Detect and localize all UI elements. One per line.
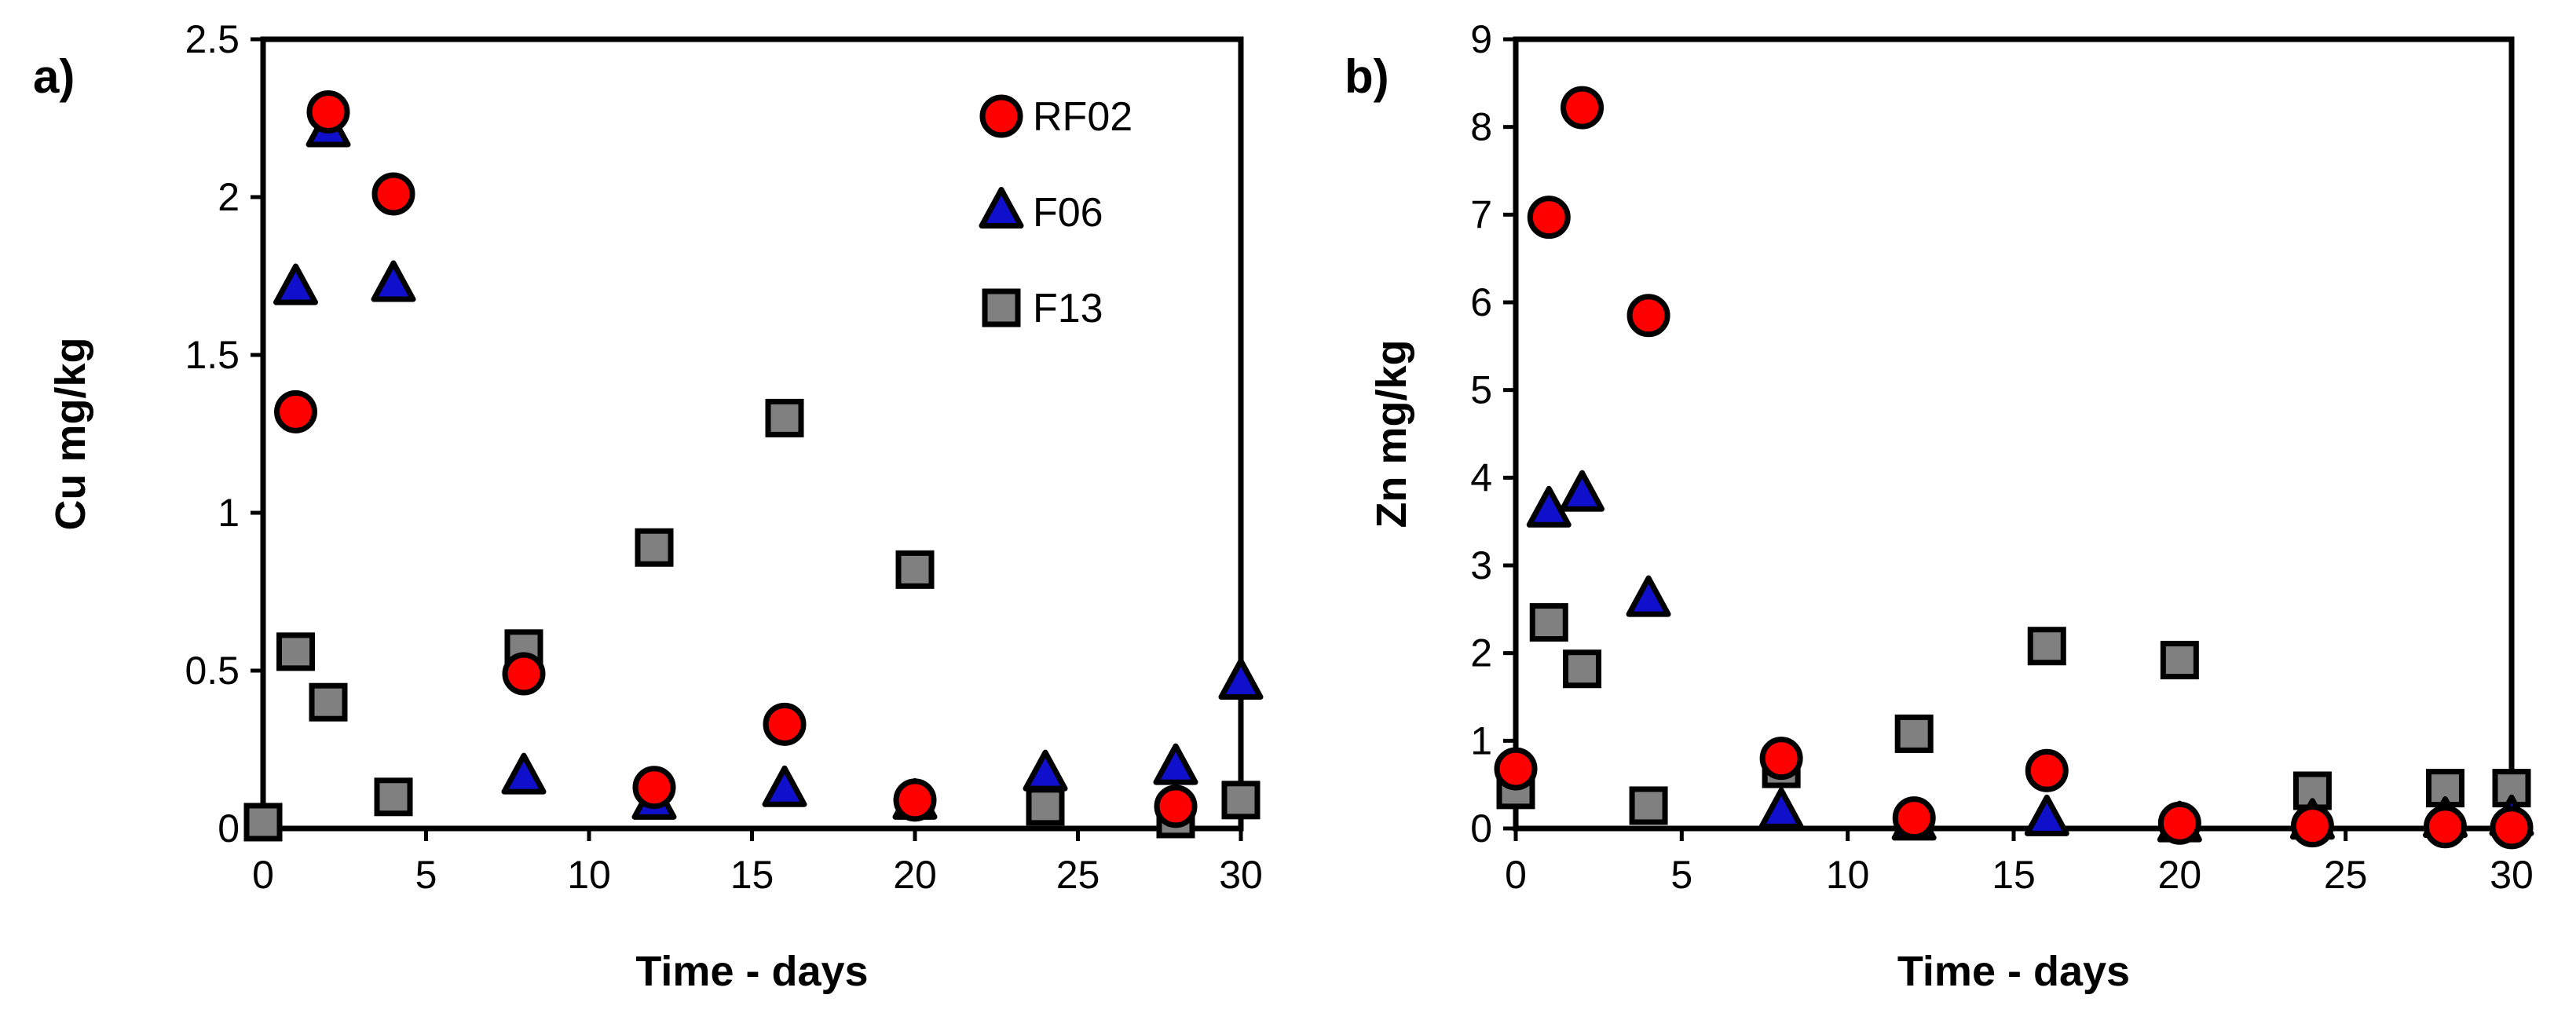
x-tick-label: 20 <box>893 853 937 897</box>
y-tick-label: 6 <box>1470 280 1492 324</box>
data-point-f13 <box>243 803 283 842</box>
panel-a-label: a) <box>33 50 75 103</box>
y-tick-label: 1.5 <box>185 333 240 377</box>
panel-b-label: b) <box>1345 50 1389 103</box>
data-point-rf02 <box>274 389 317 433</box>
x-tick-label: 5 <box>1670 853 1692 897</box>
x-tick-label: 30 <box>1219 853 1263 897</box>
data-point-f06 <box>1023 749 1068 792</box>
legend-marker-f13 <box>982 288 1021 327</box>
data-point-f13 <box>374 777 413 817</box>
legend-label-rf02: RF02 <box>1033 94 1132 140</box>
data-point-rf02 <box>1154 784 1198 828</box>
series-rf02 <box>274 90 1198 828</box>
data-point-rf02 <box>893 778 937 822</box>
legend-marker-rf02 <box>979 94 1023 138</box>
data-point-f13 <box>276 632 315 671</box>
data-point-rf02 <box>1561 86 1605 130</box>
legend-label-f13: F13 <box>1033 286 1103 331</box>
y-tick-label: 4 <box>1470 455 1492 499</box>
data-point-f13 <box>309 682 348 722</box>
data-point-f13 <box>2027 627 2066 666</box>
y-tick-label: 9 <box>1470 17 1492 61</box>
x-tick-label: 15 <box>1992 853 2036 897</box>
legend-marker-f06 <box>979 186 1024 229</box>
data-point-f06 <box>1218 658 1264 700</box>
data-point-rf02 <box>2290 804 2334 848</box>
x-axis-title: Time - days <box>1897 948 2130 995</box>
x-tick-label: 10 <box>1826 853 1870 897</box>
data-point-f13 <box>1529 603 1568 642</box>
panel-b-chart: 0 5 10 15 20 25 30 0 1 2 3 4 5 6 7 8 9 Time - days Zn mg/k… <box>1345 17 2534 995</box>
plot-frame <box>1513 36 2515 832</box>
x-tick-label: 25 <box>1056 853 1100 897</box>
y-tick-label: 2.5 <box>185 17 240 61</box>
y-tick-label: 1 <box>218 491 240 535</box>
data-point-f13 <box>1894 714 1934 753</box>
data-point-rf02 <box>2025 748 2069 792</box>
data-point-f13 <box>2160 641 2199 680</box>
y-tick-label: 1 <box>1470 719 1492 763</box>
y-tick-label: 0.5 <box>185 649 240 693</box>
x-tick-label: 15 <box>730 853 774 897</box>
series-f13 <box>1496 603 2531 825</box>
data-point-rf02 <box>502 652 546 696</box>
y-tick-label: 0 <box>1470 806 1492 850</box>
y-tick-label: 7 <box>1470 192 1492 236</box>
x-tick-label: 30 <box>2490 853 2534 897</box>
data-point-f06 <box>1153 743 1198 785</box>
legend: RF02 F06 F13 <box>979 94 1132 331</box>
legend-label-f06: F06 <box>1033 190 1103 236</box>
data-point-rf02 <box>632 766 676 810</box>
y-tick-label: 0 <box>218 806 240 850</box>
data-point-f06 <box>2024 794 2069 836</box>
y-axis-title: Zn mg/kg <box>1368 340 1415 528</box>
series-f13 <box>243 398 1261 842</box>
x-tick-label: 10 <box>567 853 611 897</box>
data-point-rf02 <box>1759 737 1803 781</box>
data-point-f13 <box>765 398 804 437</box>
x-tick-label: 0 <box>252 853 274 897</box>
data-point-rf02 <box>2423 805 2467 849</box>
y-tick-label: 5 <box>1470 368 1492 412</box>
data-point-rf02 <box>2157 801 2201 845</box>
panel-a-chart: 0 5 10 15 20 25 30 0 0.5 1 1.5 2 2.5 Time - days Cu mg… <box>33 17 1264 995</box>
data-point-rf02 <box>763 702 807 746</box>
y-tick-label: 8 <box>1470 105 1492 149</box>
data-point-rf02 <box>1494 747 1538 791</box>
data-point-f06 <box>371 260 416 302</box>
series-f06 <box>273 105 1264 820</box>
data-point-rf02 <box>1527 196 1571 240</box>
data-point-f13 <box>1026 787 1065 826</box>
data-point-f13 <box>635 528 674 567</box>
y-tick-label: 2 <box>218 175 240 219</box>
y-tick-label: 3 <box>1470 543 1492 587</box>
data-point-rf02 <box>1626 294 1670 338</box>
data-point-rf02 <box>2490 806 2534 850</box>
series-rf02 <box>1494 86 2534 850</box>
data-point-rf02 <box>306 90 350 133</box>
data-point-f06 <box>1526 485 1572 528</box>
data-point-rf02 <box>1892 796 1936 840</box>
data-point-f13 <box>1563 649 1602 689</box>
y-tick-label: 2 <box>1470 631 1492 675</box>
x-axis-title: Time - days <box>635 948 868 995</box>
y-axis-title: Cu mg/kg <box>47 337 94 530</box>
x-tick-label: 25 <box>2324 853 2368 897</box>
data-point-f06 <box>1758 787 1804 829</box>
data-point-f13 <box>1221 781 1261 820</box>
x-tick-label: 5 <box>415 853 437 897</box>
data-point-f06 <box>762 765 807 807</box>
x-tick-label: 20 <box>2158 853 2202 897</box>
data-point-f06 <box>273 263 318 305</box>
data-point-f06 <box>1560 470 1605 512</box>
data-point-f06 <box>501 752 547 795</box>
x-tick-label: 0 <box>1505 853 1527 897</box>
data-point-rf02 <box>371 172 415 216</box>
data-point-f13 <box>1629 786 1668 825</box>
data-point-f13 <box>895 550 935 589</box>
plot-frame <box>260 36 1244 832</box>
data-point-f06 <box>1626 575 1671 617</box>
